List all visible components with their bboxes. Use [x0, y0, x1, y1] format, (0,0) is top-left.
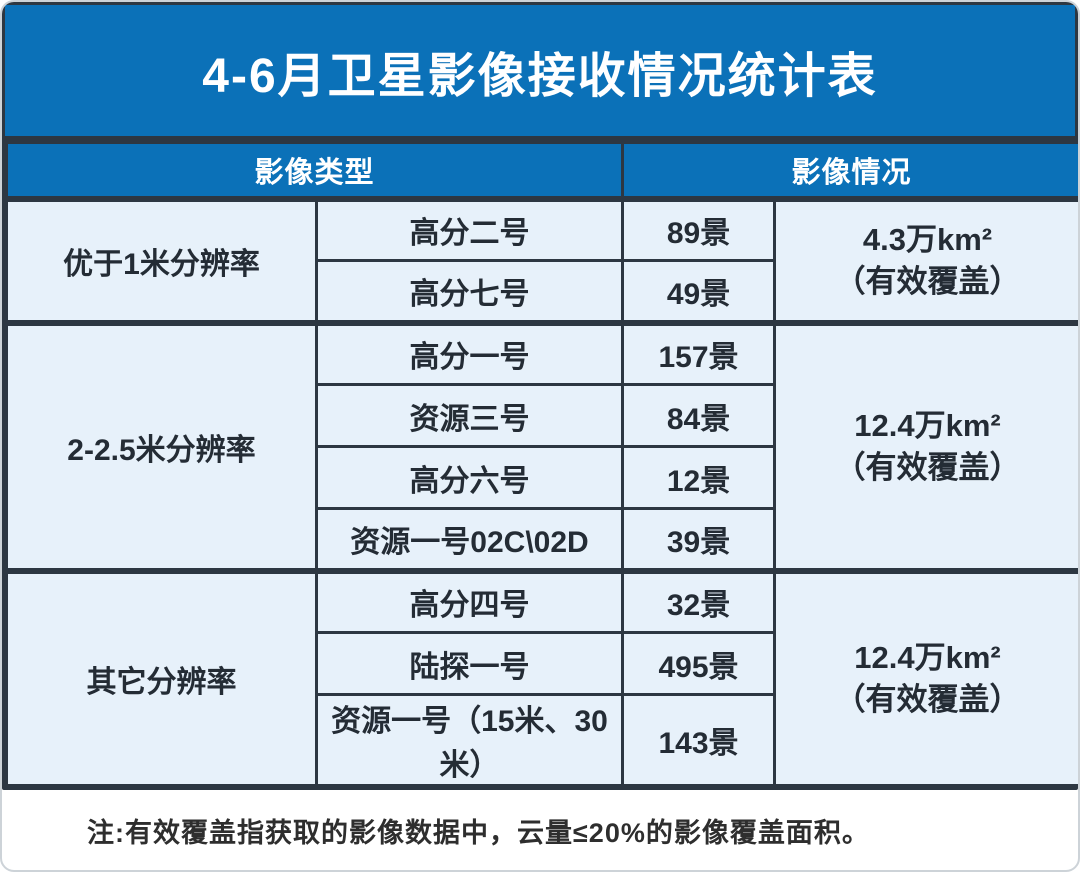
coverage-note: （有效覆盖） — [834, 263, 1021, 299]
resolution-group-label: 优于1米分辨率 — [5, 195, 318, 324]
satellite-table-frame: 4-6月卫星影像接收情况统计表 影像类型 影像情况 优于1米分辨率 高分二号 8… — [2, 2, 1078, 790]
coverage-cell: 12.4万km² （有效覆盖） — [773, 319, 1078, 572]
scene-count-cell: 84景 — [621, 383, 777, 448]
resolution-group-label: 2-2.5米分辨率 — [5, 319, 318, 572]
satellite-name-cell: 资源一号（15米、30米） — [314, 693, 625, 787]
scene-count-cell: 157景 — [621, 319, 777, 386]
coverage-note: （有效覆盖） — [834, 681, 1021, 717]
resolution-group-label: 其它分辨率 — [5, 567, 318, 787]
satellite-name-cell: 高分二号 — [314, 195, 625, 262]
scene-count-cell: 12景 — [621, 445, 777, 510]
satellite-name-cell: 资源一号02C\02D — [314, 507, 625, 572]
header-image-type: 影像类型 — [4, 141, 625, 201]
coverage-area: 4.3万km² — [862, 221, 993, 257]
coverage-note: （有效覆盖） — [834, 449, 1021, 485]
satellite-name-cell: 陆探一号 — [314, 631, 625, 696]
table-row: 高分六号 12景 — [7, 445, 1079, 510]
header-image-status: 影像情况 — [621, 141, 1078, 201]
coverage-area: 12.4万km² — [854, 639, 1001, 675]
table-row: 2-2.5米分辨率 高分一号 157景 12.4万km² （有效覆盖） — [5, 319, 1078, 572]
scene-count-cell: 32景 — [621, 567, 777, 634]
table-row: 高分七号 49景 — [7, 259, 1079, 324]
table-row: 资源一号（15米、30米） 143景 — [7, 693, 1079, 787]
satellite-name-cell: 高分一号 — [314, 319, 625, 386]
satellite-name-cell: 资源三号 — [314, 383, 625, 448]
table-row: 陆探一号 495景 — [7, 631, 1079, 696]
satellite-name-cell: 高分六号 — [314, 445, 625, 510]
footnote: 注:有效覆盖指获取的影像数据中，云量≤20%的影像覆盖面积。 — [87, 817, 870, 848]
coverage-cell: 12.4万km² （有效覆盖） — [773, 567, 1078, 787]
table-title: 4-6月卫星影像接收情况统计表 — [5, 5, 1075, 141]
header-row: 影像类型 影像情况 — [4, 141, 1078, 201]
table-row: 资源一号02C\02D 39景 — [7, 507, 1079, 572]
table-row: 资源三号 84景 — [7, 383, 1079, 448]
table-row: 优于1米分辨率 高分二号 89景 4.3万km² （有效覆盖） — [5, 195, 1078, 324]
scene-count-cell: 49景 — [621, 259, 777, 324]
satellite-name-cell: 高分七号 — [314, 259, 625, 324]
satellite-statistics-table: 影像类型 影像情况 优于1米分辨率 高分二号 89景 4.3万km² （有效覆盖… — [4, 141, 1079, 787]
scene-count-cell: 143景 — [621, 693, 777, 787]
table-row: 其它分辨率 高分四号 32景 12.4万km² （有效覆盖） — [5, 567, 1078, 787]
coverage-area: 12.4万km² — [854, 407, 1001, 443]
scene-count-cell: 89景 — [621, 195, 777, 262]
coverage-cell: 4.3万km² （有效覆盖） — [773, 195, 1078, 324]
scene-count-cell: 39景 — [621, 507, 777, 572]
satellite-name-cell: 高分四号 — [314, 567, 625, 634]
scene-count-cell: 495景 — [621, 631, 777, 696]
